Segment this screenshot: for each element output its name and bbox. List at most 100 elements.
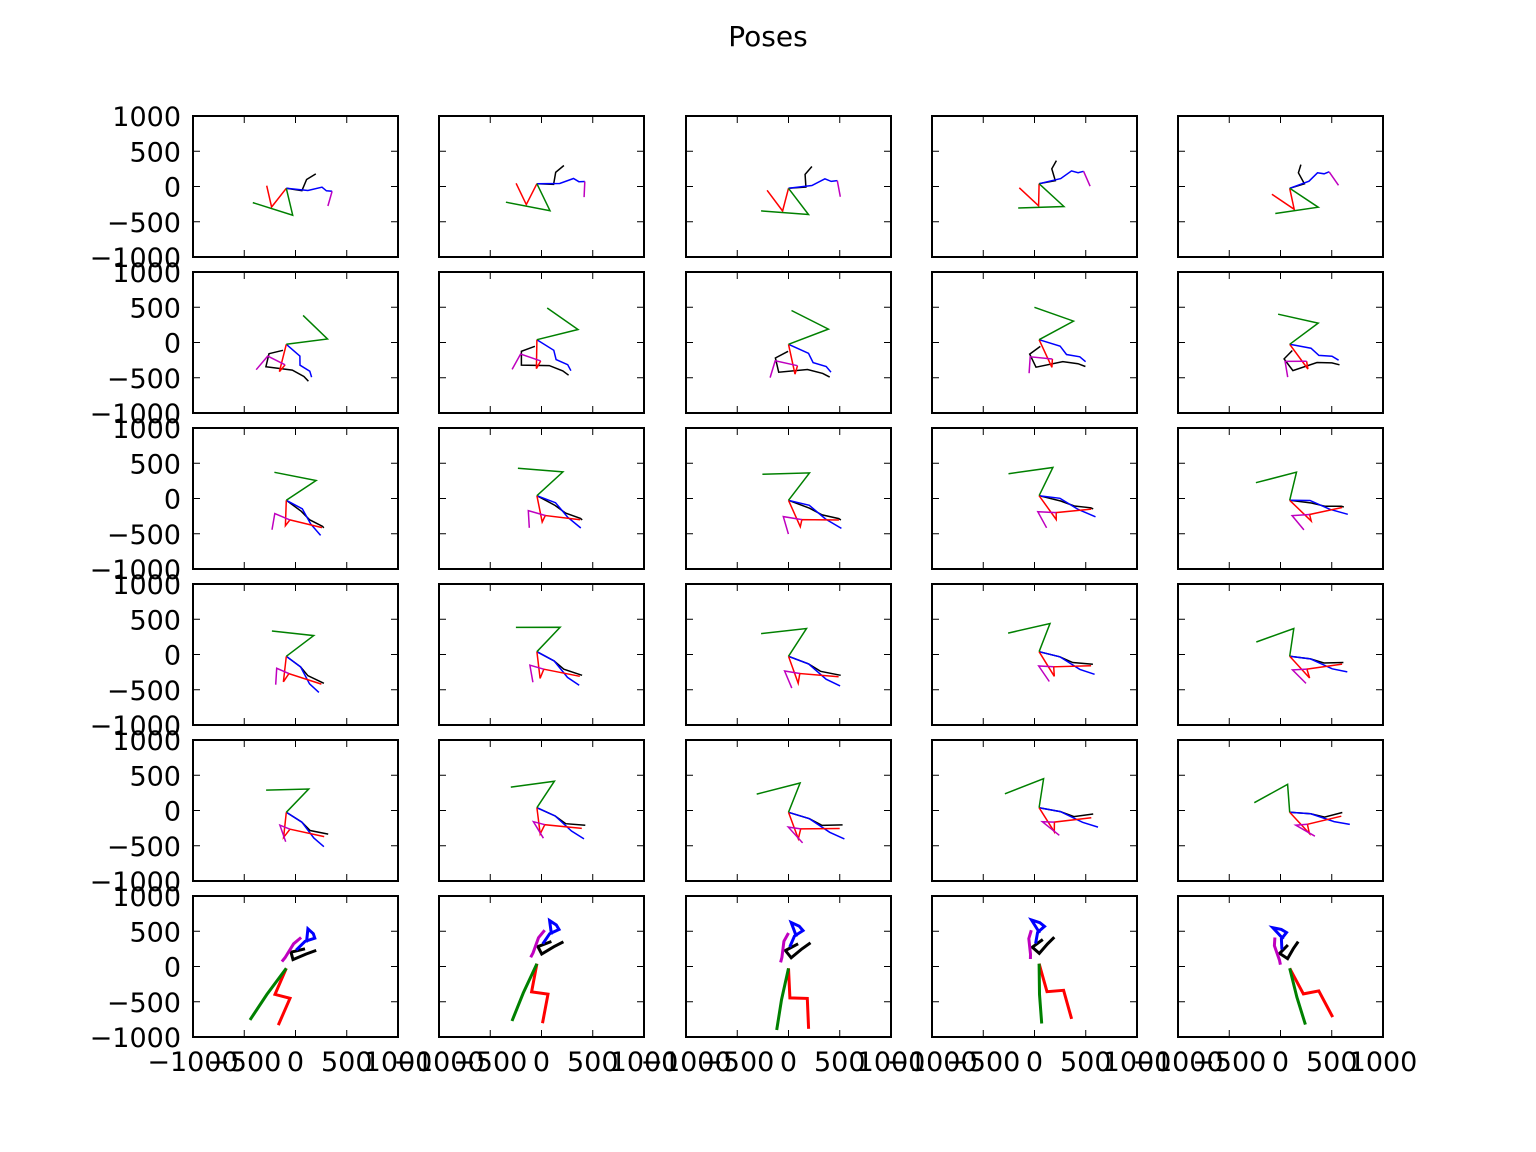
pose-segment-blue	[1038, 650, 1095, 676]
pose-segment-red	[787, 344, 799, 375]
pose-segment-black	[1038, 494, 1094, 510]
pose-segment-blue	[788, 811, 845, 840]
pose-segment-green	[1277, 313, 1320, 345]
pose-segment-red	[282, 656, 322, 685]
x-tick-label: 500	[567, 1047, 619, 1078]
pose-segment-magenta	[1284, 360, 1307, 378]
pose-segment-green	[761, 627, 808, 657]
pose-segment-magenta	[583, 181, 586, 198]
pose-lines	[1028, 306, 1087, 374]
pose-lines	[510, 917, 565, 1024]
pose-segment-magenta	[1037, 665, 1054, 682]
pose-segment-red	[1038, 495, 1092, 522]
y-tick-label: 500	[129, 605, 181, 636]
pose-segment-green	[510, 780, 556, 809]
y-tick-label: 500	[129, 917, 181, 948]
y-tick-label: 1000	[112, 258, 181, 289]
y-tick-label: −500	[107, 832, 181, 863]
x-tick-label: −1000	[886, 1047, 977, 1078]
pose-lines	[1255, 471, 1349, 531]
pose-segment-blue	[536, 807, 585, 840]
pose-segment-red	[282, 812, 325, 840]
pose-segment-magenta	[327, 191, 333, 207]
pose-segment-red	[265, 185, 287, 209]
pose-segment-magenta	[1328, 171, 1340, 186]
pose-segment-blue	[1289, 343, 1339, 361]
y-tick-label: −500	[107, 520, 181, 551]
y-tick-label: −500	[107, 988, 181, 1019]
subplot	[931, 115, 1138, 258]
pose-lines	[761, 627, 841, 689]
pose-segment-green	[761, 187, 811, 216]
pose-segment-black	[774, 350, 831, 378]
pose-segment-magenta	[786, 826, 804, 844]
x-tick-label: −500	[700, 1047, 774, 1078]
y-tick-label: 1000	[112, 102, 181, 133]
subplot	[438, 583, 645, 726]
pose-segment-magenta	[278, 823, 291, 843]
pose-segment-red	[1289, 811, 1342, 837]
y-tick-label: 0	[164, 641, 181, 672]
pose-segment-magenta	[1290, 668, 1307, 684]
pose-segment-green	[517, 467, 565, 497]
pose-segment-magenta	[511, 353, 541, 370]
x-tick-label: 500	[321, 1047, 373, 1078]
pose-segment-red	[1289, 655, 1343, 679]
pose-segment-blue	[536, 177, 585, 185]
pose-lines	[1271, 164, 1340, 215]
pose-lines	[756, 781, 845, 844]
pose-lines	[271, 471, 325, 536]
pose-segment-magenta	[782, 515, 803, 535]
y-tick-label: 500	[129, 293, 181, 324]
pose-segment-red	[787, 968, 811, 1029]
y-tick-label: 0	[164, 173, 181, 204]
x-tick-label: 500	[1060, 1047, 1112, 1078]
pose-segment-red	[766, 188, 790, 213]
pose-segment-blue	[1289, 655, 1348, 673]
pose-lines	[266, 788, 329, 848]
x-tick-label: −500	[453, 1047, 527, 1078]
figure-title: Poses	[728, 20, 807, 53]
pose-segment-magenta	[1036, 510, 1057, 529]
pose-segment-black	[289, 947, 317, 962]
y-tick-label: 500	[129, 137, 181, 168]
pose-segment-green	[1008, 466, 1055, 497]
pose-segment-green	[1034, 306, 1076, 341]
pose-segment-green	[1275, 187, 1321, 215]
subplot	[931, 271, 1138, 414]
pose-segment-blue	[295, 925, 317, 952]
subplot	[438, 739, 645, 882]
pose-segment-red	[1038, 651, 1092, 677]
pose-lines	[1008, 466, 1096, 529]
subplot	[685, 427, 892, 570]
pose-segment-magenta	[280, 936, 303, 963]
y-tick-label: −500	[107, 208, 181, 239]
pose-segment-red	[284, 500, 323, 529]
x-tick-label: −1000	[393, 1047, 484, 1078]
pose-lines	[252, 173, 333, 217]
pose-segment-blue	[1038, 338, 1087, 363]
y-tick-label: −1000	[90, 867, 181, 898]
y-tick-label: 1000	[112, 414, 181, 445]
pose-segment-red	[536, 807, 582, 837]
x-tick-label: 0	[1272, 1047, 1289, 1078]
subplot	[931, 739, 1138, 882]
pose-segment-magenta	[1082, 171, 1091, 187]
pose-segment-red	[1289, 499, 1343, 524]
x-tick-label: 1000	[1349, 1047, 1418, 1078]
y-tick-label: 0	[164, 797, 181, 828]
pose-lines	[517, 467, 583, 529]
pose-segment-blue	[1039, 494, 1096, 518]
pose-segment-black	[536, 495, 583, 521]
y-tick-label: 1000	[112, 570, 181, 601]
pose-segment-green	[788, 309, 831, 346]
pose-segment-magenta	[274, 667, 290, 685]
pose-segment-red	[278, 344, 288, 373]
pose-segment-blue	[788, 177, 838, 190]
pose-segment-green	[510, 963, 539, 1022]
